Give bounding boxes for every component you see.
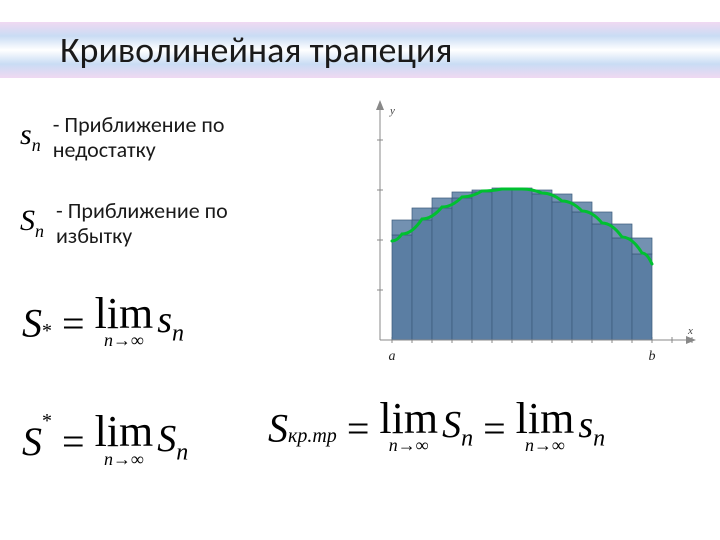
symbol-sn-lower: sn [20,118,41,156]
svg-text:b: b [649,349,656,360]
row-lower-approx: sn - Приближение по недостатку [20,112,224,163]
formula-s-upper-star: S* = lim n→∞ Sn [22,410,188,470]
row-upper-approx: Sn - Приближение по избытку [20,198,228,249]
formula-s-lower-star: S* = lim n→∞ sn [22,295,184,351]
chart-svg: y x a b [370,100,700,360]
svg-text:a: a [389,349,396,360]
formula-s-trap: Sкр.тр = lim n→∞ Sn = lim n→∞ sn [268,400,605,456]
page-title: Криволинейная трапеция [60,28,452,72]
svg-text:x: x [687,325,693,337]
title-bar: Криволинейная трапеция [0,22,720,78]
desc-upper: - Приближение по избытку [56,198,228,249]
desc-lower: - Приближение по недостатку [53,112,225,163]
riemann-chart: y x a b [370,100,700,360]
symbol-sn-upper: Sn [20,204,44,242]
svg-text:y: y [389,105,395,117]
